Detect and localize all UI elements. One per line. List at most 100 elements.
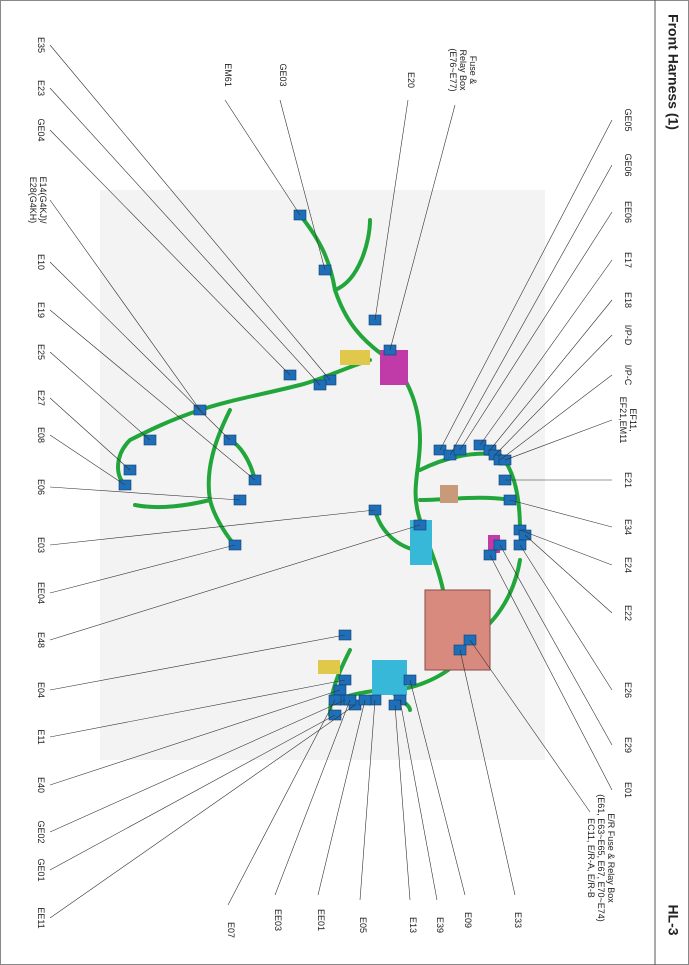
label-line: E22 — [623, 605, 633, 621]
label-line: I/P-C — [623, 365, 633, 386]
label-line: EE01 — [316, 909, 326, 931]
label-line: E08 — [36, 427, 46, 443]
label-line: (E76~E77) — [448, 48, 458, 91]
label-line: E24 — [623, 557, 633, 573]
callout-label: E27 — [36, 390, 46, 406]
callout-label: EE06 — [623, 201, 633, 223]
callout-label: EE11 — [36, 907, 46, 928]
label-line: E10 — [36, 254, 46, 270]
label-line: EE11 — [36, 907, 46, 928]
leader-line — [49, 714, 336, 871]
er-fuse-relay-box — [424, 589, 491, 671]
label-line: E20 — [406, 72, 416, 88]
callout-label: E08 — [36, 427, 46, 443]
label-line: E34 — [623, 519, 633, 535]
leader-line — [49, 309, 256, 481]
label-line: EF11, — [628, 408, 638, 431]
label-line: E40 — [36, 777, 46, 793]
leader-line — [49, 486, 241, 501]
label-line: GE05 — [623, 108, 633, 131]
leader-line — [399, 699, 438, 901]
callout-label: E26 — [623, 682, 633, 698]
callout-label: E01 — [623, 782, 633, 798]
callout-label: I/P-C — [623, 365, 633, 386]
label-line: EF21,EM11 — [618, 397, 628, 444]
callout-label: E40 — [36, 777, 46, 793]
label-line: EE06 — [623, 201, 633, 223]
label-line: E19 — [36, 302, 46, 318]
callout-label: Fuse &Relay Box(E76~E77) — [448, 48, 478, 91]
leader-line — [459, 649, 516, 896]
callout-label: EM61 — [223, 63, 233, 87]
label-line: GE04 — [36, 118, 46, 141]
callout-label: E03 — [36, 537, 46, 553]
callout-label: E39 — [435, 917, 445, 933]
leader-line — [459, 211, 613, 451]
leader-lines — [49, 44, 613, 919]
callout-label: EE03 — [273, 909, 283, 931]
label-line: E35 — [36, 37, 46, 53]
leader-line — [524, 534, 613, 614]
label-line: E01 — [623, 782, 633, 798]
callout-label: GE06 — [623, 153, 633, 176]
callout-label: E18 — [623, 292, 633, 308]
label-line: GE02 — [36, 820, 46, 843]
label-line: E25 — [36, 344, 46, 360]
label-line: E04 — [36, 682, 46, 698]
leader-line — [49, 199, 201, 411]
callout-label: E33 — [513, 912, 523, 928]
callout-label: EE04 — [36, 582, 46, 604]
callout-label: E04 — [36, 682, 46, 698]
label-line: I/P-D — [623, 325, 633, 346]
leader-line — [409, 679, 466, 896]
callout-label: E34 — [623, 519, 633, 535]
leader-line — [489, 299, 613, 451]
callout-label: GE01 — [36, 858, 46, 881]
callout-label: E24 — [623, 557, 633, 573]
label-line: E11 — [36, 729, 46, 744]
callout-label: E25 — [36, 344, 46, 360]
leader-line — [49, 44, 331, 381]
label-line: EE04 — [36, 582, 46, 604]
label-line: (E61, E63~E65, E67, E70~E74) — [596, 794, 606, 922]
callout-label: E20 — [406, 72, 416, 88]
label-line: E07 — [226, 922, 236, 938]
leader-line — [494, 334, 613, 456]
label-line: E39 — [435, 917, 445, 933]
leader-line — [389, 104, 456, 351]
leader-line — [49, 261, 231, 441]
label-line: E18 — [623, 292, 633, 308]
callout-label: E09 — [463, 912, 473, 928]
label-line: E33 — [513, 912, 523, 928]
callout-label: I/P-D — [623, 325, 633, 346]
label-line: EE03 — [273, 909, 283, 931]
page-number: HL-3 — [665, 904, 681, 935]
callout-label: E17 — [623, 252, 633, 268]
leader-line — [49, 524, 421, 641]
leader-line — [439, 119, 613, 451]
leader-line — [49, 689, 341, 786]
callout-label: E06 — [36, 479, 46, 495]
leader-line — [479, 259, 613, 446]
label-line: GE01 — [36, 858, 46, 881]
yellow-connector — [340, 350, 370, 365]
label-line: E27 — [36, 390, 46, 406]
leader-line — [504, 419, 613, 461]
title: Front Harness (1) — [665, 14, 681, 130]
callout-label: EE01 — [316, 909, 326, 931]
label-line: E09 — [463, 912, 473, 928]
label-line: EM61 — [223, 63, 233, 87]
leader-line — [49, 351, 151, 441]
callout-label: E23 — [36, 80, 46, 96]
label-line: E14(G4KJ)/ — [38, 176, 48, 224]
callout-label: E05 — [358, 917, 368, 933]
leader-line — [499, 544, 613, 746]
leader-line — [279, 99, 326, 271]
leader-line — [49, 129, 291, 376]
callout-label: GE02 — [36, 820, 46, 843]
callout-label: E07 — [226, 922, 236, 938]
callout-label: E19 — [36, 302, 46, 318]
leader-line — [509, 499, 613, 528]
components — [318, 350, 500, 695]
